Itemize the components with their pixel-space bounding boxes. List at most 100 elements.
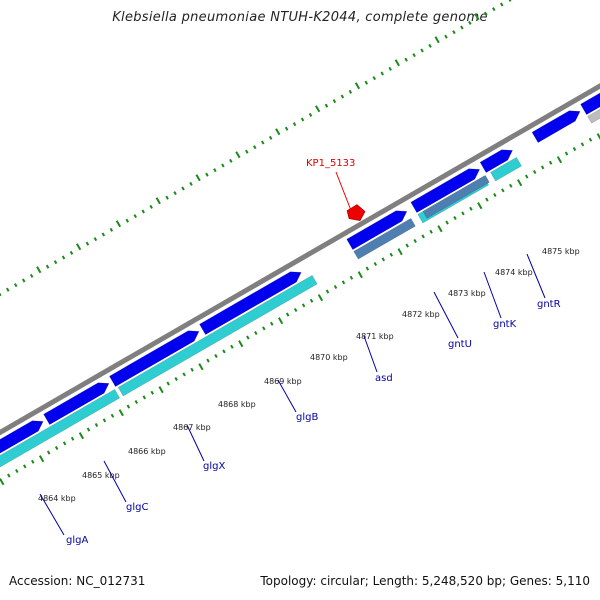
outer-tick bbox=[284, 126, 289, 131]
outer-tick bbox=[221, 163, 225, 168]
inner-tick bbox=[453, 215, 457, 220]
inner-tick bbox=[477, 202, 483, 210]
inner-tick bbox=[501, 188, 505, 193]
inner-tick bbox=[325, 289, 330, 294]
inner-tick bbox=[509, 183, 513, 188]
inner-tick bbox=[293, 307, 298, 312]
outer-tick bbox=[195, 174, 201, 182]
inner-tick bbox=[174, 376, 178, 381]
cds-segment bbox=[0, 388, 121, 468]
outer-tick bbox=[354, 82, 361, 90]
inner-tick bbox=[78, 432, 85, 440]
outer-tick bbox=[6, 287, 10, 292]
outer-tick bbox=[428, 43, 432, 48]
inner-tick bbox=[540, 165, 545, 170]
gene-label-leader bbox=[483, 271, 502, 319]
outer-tick bbox=[133, 214, 137, 219]
gray-gene bbox=[587, 108, 600, 124]
inner-tick bbox=[341, 280, 346, 285]
outer-tick bbox=[213, 168, 217, 173]
inner-tick bbox=[461, 211, 465, 216]
outer-tick bbox=[484, 11, 488, 16]
inner-tick bbox=[397, 248, 403, 256]
inner-tick bbox=[94, 422, 99, 427]
outer-tick bbox=[69, 250, 74, 255]
outer-tick bbox=[173, 191, 177, 196]
inner-tick bbox=[469, 206, 473, 211]
outer-tick bbox=[275, 128, 281, 136]
inner-tick bbox=[413, 238, 417, 243]
kbp-tick-label: 4870 kbp bbox=[310, 353, 348, 362]
outer-tick bbox=[332, 99, 337, 104]
outer-tick bbox=[394, 59, 400, 67]
cds-gene bbox=[410, 168, 481, 213]
inner-tick bbox=[254, 330, 258, 335]
gene-label-leader bbox=[186, 424, 205, 462]
outer-tick bbox=[372, 76, 376, 81]
outer-tick bbox=[268, 135, 273, 140]
outer-tick bbox=[340, 94, 345, 99]
outer-tick bbox=[348, 89, 353, 94]
inner-tick bbox=[166, 381, 170, 386]
outer-tick bbox=[292, 122, 297, 127]
outer-tick bbox=[468, 20, 472, 25]
inner-tick bbox=[86, 427, 91, 432]
outer-tick bbox=[434, 36, 440, 44]
outer-tick bbox=[29, 273, 34, 278]
kbp-tick-label: 4868 kbp bbox=[218, 400, 256, 409]
outer-tick bbox=[101, 232, 106, 237]
outer-tick bbox=[93, 237, 98, 242]
kbp-tick-label: 4875 kbp bbox=[542, 247, 580, 256]
inner-tick bbox=[381, 257, 386, 262]
kbp-tick-label: 4866 kbp bbox=[128, 447, 166, 456]
outer-tick bbox=[115, 220, 122, 228]
cds-gene bbox=[580, 92, 600, 115]
inner-tick bbox=[238, 340, 244, 348]
inner-tick bbox=[126, 404, 131, 409]
gene-label-leader bbox=[103, 460, 127, 503]
outer-tick bbox=[253, 145, 257, 150]
inner-tick bbox=[150, 390, 154, 395]
inner-tick bbox=[556, 156, 563, 164]
genome-summary: Topology: circular; Length: 5,248,520 bp… bbox=[260, 574, 590, 588]
inner-tick bbox=[230, 344, 234, 349]
outer-tick bbox=[245, 149, 249, 154]
inner-tick bbox=[118, 409, 124, 417]
gene-label: glgX bbox=[203, 461, 225, 472]
outer-tick bbox=[324, 103, 329, 108]
cds-segment bbox=[490, 156, 522, 182]
outer-tick bbox=[141, 209, 145, 214]
inner-tick bbox=[572, 146, 577, 151]
gene-label: glgA bbox=[66, 535, 88, 546]
gene-label-leader bbox=[526, 253, 546, 299]
cds-gene bbox=[109, 330, 200, 387]
inner-tick bbox=[270, 321, 274, 326]
inner-tick bbox=[493, 192, 497, 197]
inner-tick bbox=[277, 317, 284, 325]
cds-gene bbox=[479, 149, 513, 173]
inner-tick bbox=[206, 358, 210, 363]
inner-tick bbox=[31, 459, 35, 464]
outer-tick bbox=[508, 0, 512, 2]
kbp-tick-label: 4869 kbp bbox=[264, 377, 302, 386]
inner-tick bbox=[301, 303, 306, 308]
outer-tick bbox=[125, 218, 130, 223]
inner-tick bbox=[317, 294, 324, 302]
outer-tick bbox=[364, 80, 369, 85]
gene-label-leader bbox=[363, 335, 378, 373]
outer-tick bbox=[300, 117, 305, 122]
inner-tick bbox=[158, 386, 164, 394]
inner-tick bbox=[421, 234, 425, 239]
inner-tick bbox=[102, 418, 107, 423]
highlight-callout-line bbox=[335, 171, 353, 214]
outer-tick bbox=[155, 197, 161, 205]
inner-tick bbox=[7, 473, 11, 478]
inner-tick bbox=[429, 229, 433, 234]
outer-tick bbox=[109, 227, 114, 232]
inner-tick bbox=[214, 353, 218, 358]
outer-tick bbox=[61, 255, 66, 260]
outer-tick bbox=[492, 7, 496, 12]
inner-tick bbox=[142, 395, 147, 400]
cds-gene-alt bbox=[353, 217, 416, 260]
inner-tick bbox=[15, 468, 19, 473]
